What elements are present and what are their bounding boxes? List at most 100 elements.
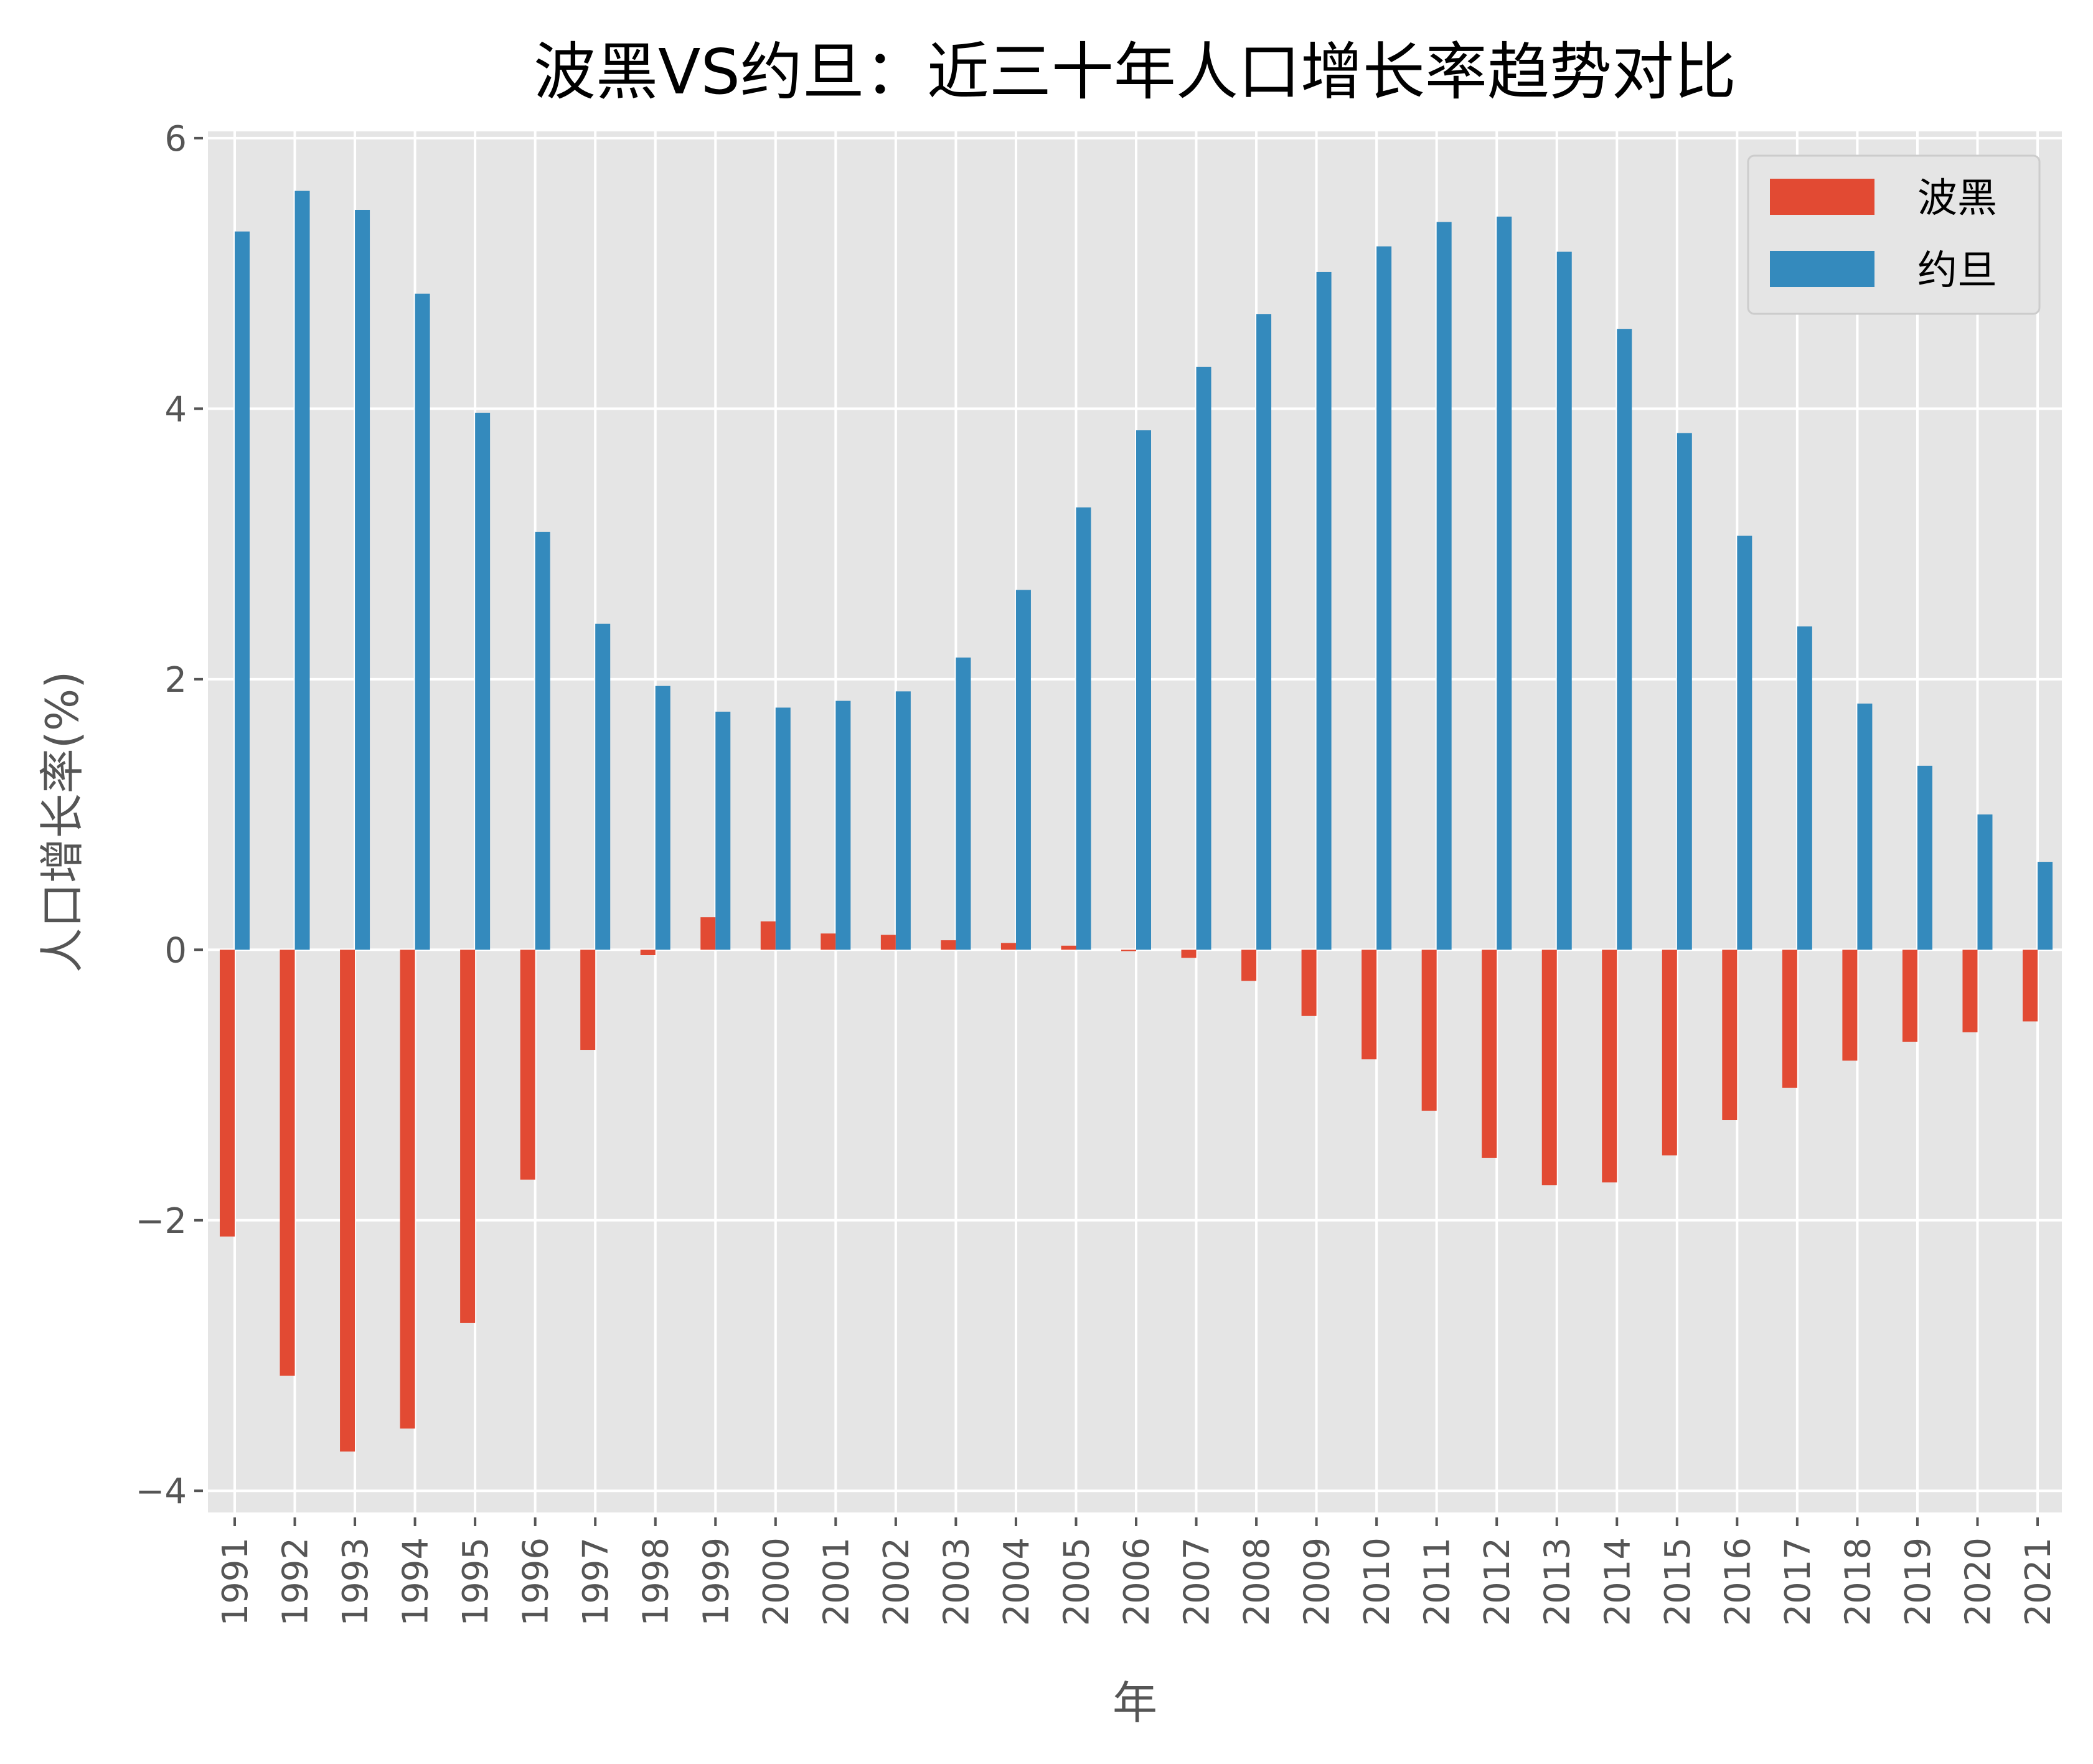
bar-bosnia-2018 bbox=[1842, 950, 1858, 1061]
bar-bosnia-1995 bbox=[460, 950, 476, 1323]
x-tick-label: 2002 bbox=[877, 1537, 917, 1626]
x-tick-label: 2008 bbox=[1237, 1537, 1277, 1626]
bar-jordan-1998 bbox=[655, 686, 670, 950]
bar-bosnia-2021 bbox=[2023, 950, 2038, 1022]
y-axis-label: 人口增长率(%) bbox=[36, 671, 88, 973]
bar-bosnia-2011 bbox=[1421, 950, 1437, 1111]
bar-jordan-1996 bbox=[535, 532, 550, 950]
x-tick-label: 2021 bbox=[2018, 1537, 2059, 1626]
bar-jordan-2016 bbox=[1737, 535, 1752, 950]
x-tick-label: 1995 bbox=[456, 1537, 496, 1626]
bar-jordan-2009 bbox=[1316, 271, 1332, 950]
bar-jordan-2012 bbox=[1497, 216, 1512, 950]
bar-bosnia-2004 bbox=[1000, 943, 1016, 950]
bar-jordan-2018 bbox=[1857, 703, 1873, 950]
x-tick-label: 2004 bbox=[997, 1537, 1037, 1626]
x-tick-label: 1993 bbox=[336, 1537, 376, 1626]
x-tick-label: 2007 bbox=[1177, 1537, 1218, 1626]
bar-bosnia-2003 bbox=[941, 940, 956, 950]
y-tick-label: 4 bbox=[164, 389, 187, 430]
y-tick-label: −2 bbox=[135, 1201, 187, 1242]
x-tick-label: 2018 bbox=[1838, 1537, 1878, 1626]
bar-bosnia-2019 bbox=[1902, 950, 1917, 1042]
x-tick-label: 2020 bbox=[1958, 1537, 1998, 1626]
bar-jordan-2006 bbox=[1136, 430, 1151, 950]
x-axis: 1991 1992 1993 1994 1995 1996 1997 1998 1999 2000… bbox=[215, 1517, 2059, 1626]
bar-bosnia-1998 bbox=[640, 950, 656, 955]
y-tick-label: 0 bbox=[164, 930, 187, 971]
bar-bosnia-2000 bbox=[760, 921, 776, 950]
bar-bosnia-2007 bbox=[1181, 950, 1197, 958]
bar-jordan-1993 bbox=[355, 209, 370, 950]
bar-jordan-2004 bbox=[1015, 590, 1031, 950]
x-tick-label: 2016 bbox=[1718, 1537, 1758, 1626]
x-tick-label: 2003 bbox=[936, 1537, 977, 1626]
bar-bosnia-2017 bbox=[1782, 950, 1797, 1088]
bar-bosnia-1999 bbox=[700, 917, 716, 950]
x-tick-label: 2011 bbox=[1418, 1537, 1458, 1626]
y-tick-label: 2 bbox=[164, 660, 187, 700]
bar-bosnia-2013 bbox=[1541, 950, 1557, 1186]
bar-jordan-2011 bbox=[1436, 222, 1452, 950]
x-tick-label: 2010 bbox=[1357, 1537, 1398, 1626]
x-axis-label: 年 bbox=[1112, 1677, 1157, 1729]
bar-jordan-1999 bbox=[715, 711, 731, 950]
bars bbox=[220, 191, 2053, 1452]
x-tick-label: 1998 bbox=[636, 1537, 677, 1626]
bar-jordan-2002 bbox=[895, 691, 911, 950]
y-tick-label: −4 bbox=[135, 1471, 187, 1512]
x-tick-label: 2009 bbox=[1297, 1537, 1338, 1626]
bar-bosnia-2014 bbox=[1602, 950, 1617, 1182]
bar-bosnia-2005 bbox=[1061, 945, 1076, 950]
bar-bosnia-2001 bbox=[821, 933, 836, 950]
legend-swatch-jordan bbox=[1770, 251, 1874, 287]
legend-swatch-bosnia bbox=[1770, 179, 1874, 215]
bar-bosnia-2010 bbox=[1362, 950, 1377, 1060]
bar-bosnia-1996 bbox=[520, 950, 535, 1180]
x-tick-label: 2015 bbox=[1658, 1537, 1698, 1626]
y-tick-label: 6 bbox=[164, 119, 187, 159]
x-tick-label: 1999 bbox=[696, 1537, 736, 1626]
bar-jordan-2013 bbox=[1556, 252, 1572, 950]
x-tick-label: 2006 bbox=[1117, 1537, 1157, 1626]
x-tick-label: 2005 bbox=[1056, 1537, 1097, 1626]
legend: 波黑 约旦 bbox=[1747, 154, 2041, 315]
bar-jordan-2003 bbox=[956, 658, 971, 950]
bar-bosnia-2002 bbox=[880, 935, 896, 950]
legend-label-jordan: 约旦 bbox=[1917, 248, 1997, 294]
x-tick-label: 1996 bbox=[516, 1537, 557, 1626]
bar-bosnia-1997 bbox=[580, 950, 596, 1050]
bar-bosnia-1992 bbox=[280, 950, 295, 1376]
legend-label-bosnia: 波黑 bbox=[1917, 176, 1997, 222]
bar-jordan-2000 bbox=[775, 707, 791, 950]
bar-bosnia-1991 bbox=[220, 950, 235, 1237]
x-tick-label: 2013 bbox=[1538, 1537, 1578, 1626]
bar-jordan-1992 bbox=[294, 191, 310, 950]
x-tick-label: 1991 bbox=[215, 1537, 256, 1626]
bar-jordan-2015 bbox=[1677, 433, 1692, 950]
bar-bosnia-2006 bbox=[1121, 950, 1136, 951]
bar-jordan-1991 bbox=[235, 231, 250, 950]
bar-bosnia-2012 bbox=[1482, 950, 1497, 1158]
bar-bosnia-1994 bbox=[400, 950, 415, 1429]
y-axis: −4 −2 0 2 4 6 bbox=[135, 119, 203, 1512]
bar-jordan-2001 bbox=[835, 700, 851, 950]
x-tick-label: 1994 bbox=[396, 1537, 436, 1626]
bar-jordan-2017 bbox=[1797, 626, 1812, 950]
bar-jordan-1995 bbox=[475, 412, 491, 950]
bar-bosnia-2020 bbox=[1962, 950, 1978, 1032]
x-tick-label: 1997 bbox=[576, 1537, 616, 1626]
bar-jordan-2021 bbox=[2038, 862, 2053, 950]
x-tick-label: 2000 bbox=[756, 1537, 797, 1626]
bar-jordan-2010 bbox=[1376, 246, 1392, 950]
bar-jordan-2019 bbox=[1917, 765, 1932, 950]
bar-bosnia-2008 bbox=[1241, 950, 1257, 981]
chart-title: 波黑VS约旦：近三十年人口增长率趋势对比 bbox=[534, 35, 1736, 108]
bar-jordan-2005 bbox=[1076, 507, 1091, 950]
x-tick-label: 2014 bbox=[1597, 1537, 1638, 1626]
x-tick-label: 2001 bbox=[816, 1537, 857, 1626]
bar-jordan-2008 bbox=[1256, 314, 1272, 950]
x-tick-label: 2012 bbox=[1477, 1537, 1518, 1626]
bar-jordan-2020 bbox=[1977, 814, 1993, 950]
